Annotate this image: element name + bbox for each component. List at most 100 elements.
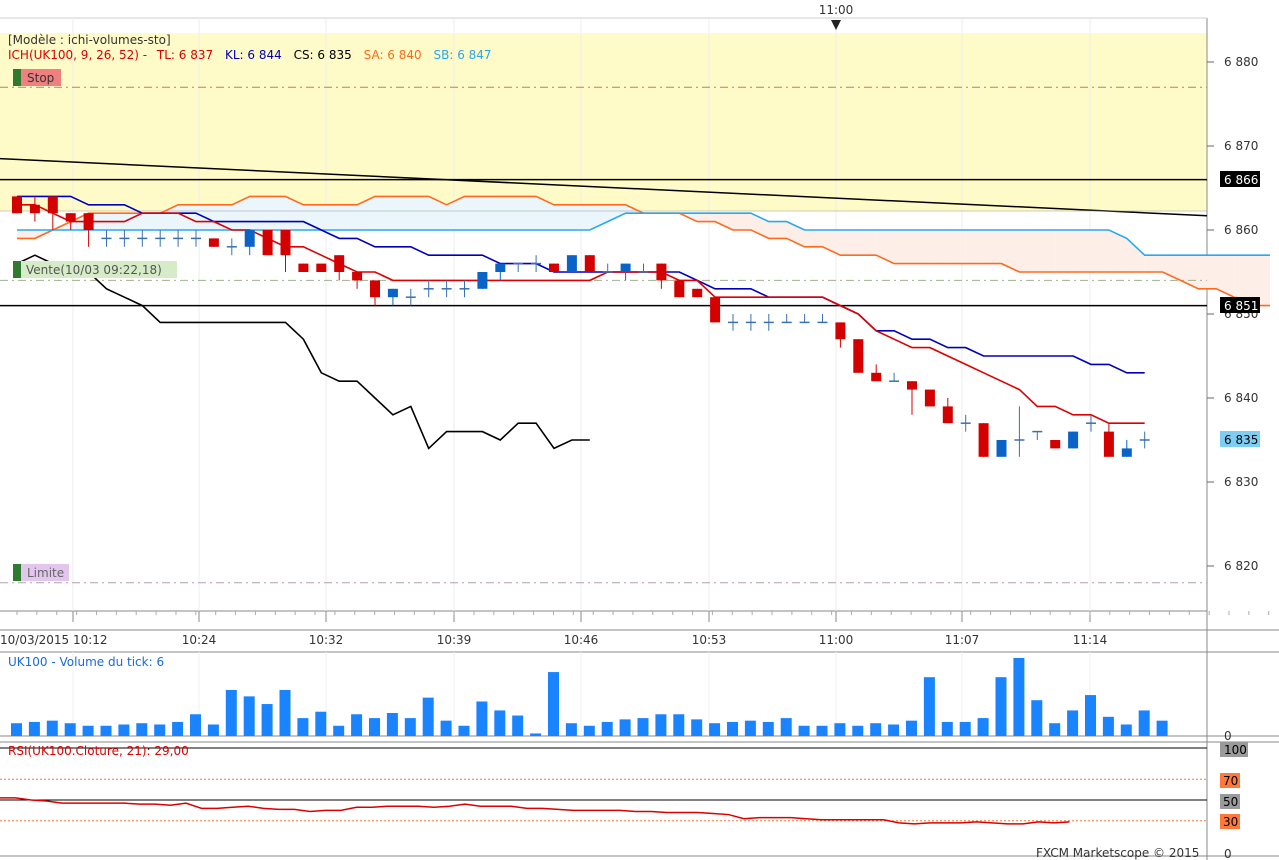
cloud-segment bbox=[1091, 230, 1109, 272]
rsi-level-70: 70 bbox=[1220, 773, 1240, 788]
cloud-segment bbox=[554, 204, 572, 230]
volume-bar bbox=[458, 725, 470, 736]
price-badge-upper-text: 6 866 bbox=[1224, 173, 1258, 187]
senkou-b-line bbox=[17, 212, 1270, 256]
price-badge-lower-text: 6 851 bbox=[1224, 299, 1258, 313]
cloud-segment bbox=[357, 196, 375, 230]
cloud-segment bbox=[1001, 230, 1020, 272]
volume-bar bbox=[959, 721, 971, 736]
volume-title: UK100 - Volume du tick: 6 bbox=[8, 655, 164, 669]
candle-body bbox=[495, 263, 506, 272]
candle-body bbox=[853, 339, 864, 373]
volume-bar bbox=[261, 704, 273, 736]
volume-bar bbox=[548, 672, 559, 736]
volume-bar bbox=[64, 723, 76, 736]
volume-bar bbox=[1067, 710, 1079, 736]
volume-bar bbox=[136, 723, 148, 736]
cloud-segment bbox=[697, 213, 716, 222]
sell-order[interactable]: Vente(10/03 09:22,18) bbox=[13, 261, 177, 278]
volume-bar bbox=[565, 723, 577, 736]
y-tick-label: 6 830 bbox=[1224, 475, 1258, 489]
cloud-segment bbox=[392, 196, 411, 230]
candles bbox=[12, 196, 1150, 457]
candle-body bbox=[907, 381, 917, 390]
cloud-segment bbox=[858, 230, 877, 256]
cloud-segment bbox=[804, 230, 823, 247]
volume-bar bbox=[1085, 695, 1096, 736]
rsi-title: RSI(UK100.Cloture, 21): 29,00 bbox=[8, 744, 189, 758]
rsi-level-100: 100 bbox=[1220, 742, 1248, 757]
volume-bar bbox=[798, 725, 810, 736]
candle-body bbox=[370, 280, 380, 298]
volume-bar bbox=[190, 714, 201, 736]
volume-bar bbox=[744, 720, 756, 736]
volume-bar bbox=[619, 719, 631, 736]
candle-body bbox=[477, 272, 488, 289]
model-label: [Modèle : ichi-volumes-sto] bbox=[8, 33, 171, 47]
volume-bar bbox=[906, 720, 917, 736]
volume-bar bbox=[46, 720, 58, 736]
cloud-segment bbox=[768, 221, 787, 239]
cloud-segment bbox=[1252, 255, 1270, 306]
volume-zero-label: 0 bbox=[1224, 729, 1232, 743]
cloud-segment bbox=[518, 196, 537, 230]
rsi-panel bbox=[0, 747, 1207, 825]
x-tick-label: 10/03/2015 10:12 bbox=[0, 633, 108, 647]
candle-body bbox=[978, 423, 989, 457]
volume-bar bbox=[476, 701, 488, 736]
volume-bar bbox=[333, 725, 345, 736]
cloud-segment bbox=[876, 230, 895, 264]
volume-bar bbox=[11, 723, 22, 736]
candle-body bbox=[710, 297, 721, 323]
candle-body bbox=[674, 280, 685, 298]
volume-bar bbox=[941, 721, 953, 736]
candle-body bbox=[924, 389, 935, 407]
volume-bar bbox=[494, 710, 506, 736]
candle-body bbox=[12, 196, 22, 214]
volume-bar bbox=[512, 715, 524, 736]
cloud-segment bbox=[1126, 238, 1145, 272]
cloud-segment bbox=[1162, 255, 1181, 281]
cloud-segment bbox=[1216, 255, 1235, 298]
price-badge-lower: 6 851 bbox=[1220, 297, 1260, 313]
cloud-segment bbox=[1073, 230, 1091, 272]
rsi-level-50: 50 bbox=[1220, 794, 1240, 809]
stop-label: Stop bbox=[27, 71, 54, 85]
stop-order[interactable]: Stop bbox=[13, 69, 61, 86]
kijun-line bbox=[17, 195, 1145, 374]
candle-body bbox=[298, 263, 309, 272]
volume-bar bbox=[888, 724, 900, 736]
volume-bar bbox=[780, 718, 792, 736]
candle-body bbox=[29, 204, 40, 214]
volume-bar bbox=[637, 718, 649, 736]
candle-body bbox=[334, 255, 345, 272]
x-tick-label: 10:53 bbox=[692, 633, 727, 647]
cloud-segment bbox=[1144, 255, 1163, 272]
cloud-segment bbox=[464, 196, 483, 230]
time-marker-arrow-icon bbox=[831, 20, 841, 30]
cloud-segment bbox=[142, 213, 161, 230]
rsi-level-50-text: 50 bbox=[1223, 795, 1238, 809]
cloud-segment bbox=[1019, 230, 1038, 272]
footer-credit: FXCM Marketscope © 2015 bbox=[1036, 846, 1199, 860]
cloud-segment bbox=[375, 196, 393, 230]
limit-label: Limite bbox=[27, 566, 64, 580]
cloud-segment bbox=[1234, 255, 1253, 306]
cloud-segment bbox=[446, 196, 465, 230]
x-tick-label: 11:07 bbox=[945, 633, 980, 647]
volume-bar bbox=[422, 697, 434, 736]
volume-bar bbox=[1138, 710, 1150, 736]
candle-body bbox=[1121, 448, 1132, 457]
rsi-level-30: 30 bbox=[1220, 814, 1240, 829]
cloud-segment bbox=[1198, 255, 1217, 289]
x-tick-label: 11:14 bbox=[1073, 633, 1108, 647]
rsi-level-100-text: 100 bbox=[1224, 743, 1247, 757]
volume-bar bbox=[172, 721, 184, 736]
limit-order[interactable]: Limite bbox=[13, 564, 69, 581]
candle-body bbox=[65, 213, 76, 222]
candle-body bbox=[996, 440, 1007, 457]
rsi-level-70-text: 70 bbox=[1223, 774, 1238, 788]
volume-bar bbox=[1102, 716, 1114, 736]
